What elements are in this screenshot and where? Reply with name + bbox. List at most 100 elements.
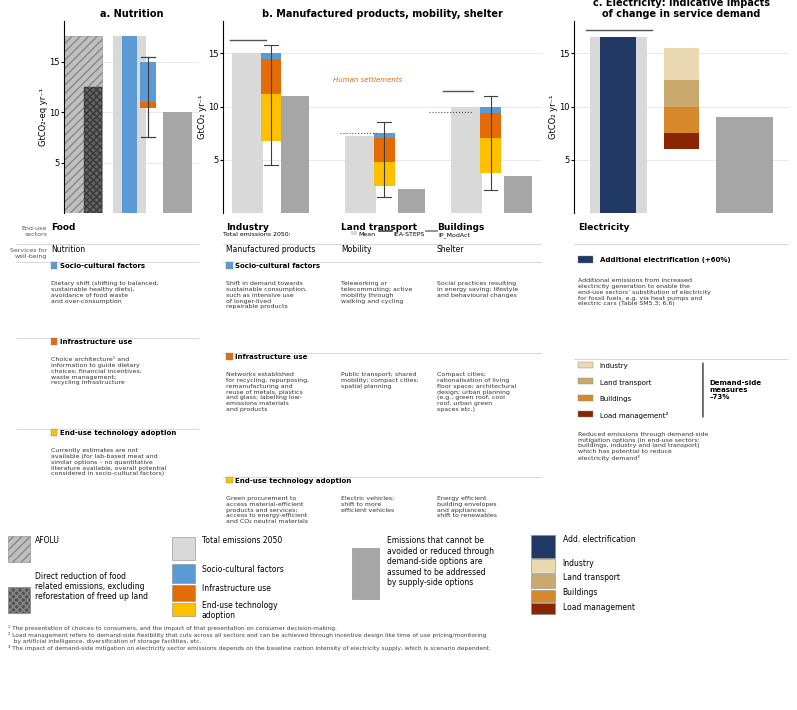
Text: End-use technology
adoption: End-use technology adoption xyxy=(202,601,277,621)
Bar xyxy=(172,603,195,616)
Text: Manufactured products: Manufactured products xyxy=(226,246,316,254)
Text: End-use technology adoption: End-use technology adoption xyxy=(235,478,351,484)
Text: Mean: Mean xyxy=(359,232,375,237)
Text: Demand-side
measures
–73%: Demand-side measures –73% xyxy=(709,380,762,400)
Text: Buildings: Buildings xyxy=(437,223,484,232)
Text: End-use technology adoption: End-use technology adoption xyxy=(60,430,176,437)
Bar xyxy=(398,189,426,213)
Text: Infrastructure use: Infrastructure use xyxy=(202,584,270,594)
Text: Services for
well-being: Services for well-being xyxy=(10,248,47,259)
Bar xyxy=(351,548,379,599)
Text: Socio-cultural factors: Socio-cultural factors xyxy=(235,263,320,269)
Text: Social practices resulting
in energy saving; lifestyle
and behavioural changes: Social practices resulting in energy sav… xyxy=(437,281,518,297)
Bar xyxy=(84,87,102,213)
Bar xyxy=(578,411,593,417)
Text: Industry: Industry xyxy=(226,223,269,232)
Bar xyxy=(532,535,555,558)
Text: Teleworking or
telecommuting; active
mobility through
walking and cycling: Teleworking or telecommuting; active mob… xyxy=(341,281,412,304)
Text: Land transport: Land transport xyxy=(563,574,619,582)
Bar xyxy=(578,362,593,368)
Title: b. Manufactured products, mobility, shelter: b. Manufactured products, mobility, shel… xyxy=(262,9,503,19)
Text: Networks established
for recycling, repurposing,
remanufacturing and
reuse of me: Networks established for recycling, repu… xyxy=(226,372,309,412)
Bar xyxy=(261,53,281,59)
Text: IP_ModAct: IP_ModAct xyxy=(438,232,470,238)
Text: Total emissions 2050: Total emissions 2050 xyxy=(202,537,282,545)
Y-axis label: GtCO₂ yr⁻¹: GtCO₂ yr⁻¹ xyxy=(549,95,558,139)
Bar xyxy=(578,256,593,263)
Bar xyxy=(374,138,395,162)
Text: Human settlements: Human settlements xyxy=(332,77,402,83)
Text: Buildings: Buildings xyxy=(599,396,632,402)
Text: Infrastructure use: Infrastructure use xyxy=(60,339,132,345)
Bar xyxy=(226,262,233,268)
Bar xyxy=(578,378,593,384)
Text: Buildings: Buildings xyxy=(563,588,598,597)
Bar xyxy=(51,262,57,268)
Bar xyxy=(481,106,501,113)
Bar xyxy=(261,59,281,94)
Text: Add. electrification: Add. electrification xyxy=(563,535,635,544)
Bar xyxy=(113,36,146,213)
Bar xyxy=(172,537,195,560)
Text: Socio-cultural factors: Socio-cultural factors xyxy=(202,565,284,574)
Text: Reduced emissions through demand-side
mitigation options (in end-use sectors:
bu: Reduced emissions through demand-side mi… xyxy=(578,432,709,462)
Bar xyxy=(351,231,357,235)
Text: Land transport: Land transport xyxy=(341,223,418,232)
Text: Electricity: Electricity xyxy=(578,223,630,232)
Text: Socio-cultural factors: Socio-cultural factors xyxy=(60,263,145,269)
Text: AFOLU: AFOLU xyxy=(35,537,61,545)
Text: Industry: Industry xyxy=(563,559,595,567)
Y-axis label: GtCO₂-eq yr⁻¹: GtCO₂-eq yr⁻¹ xyxy=(39,88,48,146)
Title: a. Nutrition: a. Nutrition xyxy=(100,9,163,19)
Bar xyxy=(261,94,281,141)
Text: End-use
sectors: End-use sectors xyxy=(22,226,47,237)
Bar xyxy=(140,62,156,102)
Bar xyxy=(590,38,646,213)
Text: ¹ The presentation of choices to consumers, and the impact of that presentation : ¹ The presentation of choices to consume… xyxy=(8,625,491,650)
Text: Green procurement to
access material-efficient
products and services;
access to : Green procurement to access material-eff… xyxy=(226,496,308,524)
Text: Food: Food xyxy=(51,223,75,232)
Bar xyxy=(123,36,137,213)
Text: Dietary shift (shifting to balanced,
sustainable healthy diets),
avoidance of fo: Dietary shift (shifting to balanced, sus… xyxy=(51,281,159,304)
Text: Shift in demand towards
sustainable consumption,
such as intensive use
of longer: Shift in demand towards sustainable cons… xyxy=(226,281,308,310)
Bar xyxy=(8,537,29,562)
Bar xyxy=(374,162,395,187)
Text: Choice architecture¹ and
information to guide dietary
choices; financial incenti: Choice architecture¹ and information to … xyxy=(51,357,142,386)
Text: Shelter: Shelter xyxy=(437,246,465,254)
Bar xyxy=(172,585,195,601)
Bar xyxy=(481,113,501,138)
Bar xyxy=(374,133,395,138)
Bar xyxy=(532,590,555,602)
Text: Energy efficient
building envelopes
and appliances;
shift to renewables: Energy efficient building envelopes and … xyxy=(437,496,497,518)
Bar xyxy=(226,353,233,359)
Bar xyxy=(664,80,699,106)
Bar xyxy=(717,117,773,213)
Bar xyxy=(578,395,593,401)
Text: Currently estimates are not
available (for lab-based meat and
similar options – : Currently estimates are not available (f… xyxy=(51,448,166,476)
Bar xyxy=(532,559,555,574)
Text: Additional electrification (+60%): Additional electrification (+60%) xyxy=(599,257,730,263)
Bar xyxy=(664,133,699,149)
Bar xyxy=(8,587,29,613)
Text: Mobility: Mobility xyxy=(341,246,371,254)
Text: Load management: Load management xyxy=(563,603,634,612)
Text: Land transport: Land transport xyxy=(599,380,651,386)
Bar xyxy=(532,603,555,614)
Y-axis label: GtCO₂ yr⁻¹: GtCO₂ yr⁻¹ xyxy=(198,95,207,139)
Text: Direct reduction of food
related emissions, excluding
reforestation of freed up : Direct reduction of food related emissio… xyxy=(35,572,148,601)
Text: Public transport; shared
mobility; compact cities;
spatial planning: Public transport; shared mobility; compa… xyxy=(341,372,419,389)
Bar xyxy=(140,102,156,108)
Text: IEA-STEPS: IEA-STEPS xyxy=(394,232,425,237)
Bar xyxy=(232,53,262,213)
Bar xyxy=(51,429,57,435)
Title: c. Electricity: indicative impacts
of change in service demand: c. Electricity: indicative impacts of ch… xyxy=(593,0,770,19)
Bar xyxy=(345,136,375,213)
Bar xyxy=(226,476,233,484)
Text: Infrastructure use: Infrastructure use xyxy=(235,354,308,360)
Bar xyxy=(62,36,102,213)
Text: Total emissions 2050:: Total emissions 2050: xyxy=(223,232,291,237)
Text: Electric vehicles;
shift to more
efficient vehicles: Electric vehicles; shift to more efficie… xyxy=(341,496,395,513)
Bar xyxy=(600,38,636,213)
Text: Load management²: Load management² xyxy=(599,413,668,420)
Text: Industry: Industry xyxy=(599,364,628,369)
